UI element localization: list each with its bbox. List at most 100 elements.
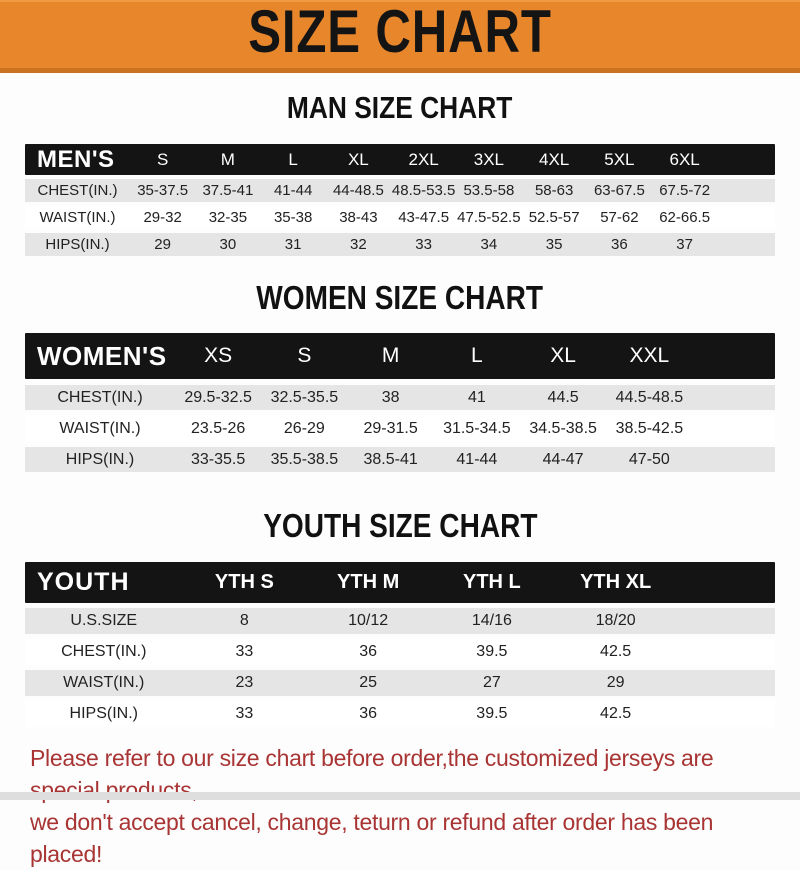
table-header-label: MEN'S (37, 145, 115, 173)
size-value-cell: 58-63 (534, 182, 574, 199)
size-value-cell: 29-31.5 (363, 419, 418, 437)
row-label: WAIST(IN.) (63, 674, 145, 691)
size-value-cell: 25 (359, 674, 378, 691)
size-column-header: YTH M (337, 571, 400, 593)
size-value-cell: 62-66.5 (659, 209, 711, 226)
size-value-cell: 41-44 (273, 182, 313, 199)
men-section-heading: MAN SIZE CHART (0, 90, 800, 126)
size-column-header: 4XL (539, 149, 570, 169)
size-column-header: S (297, 344, 312, 367)
women-section-heading: WOMEN SIZE CHART (0, 279, 800, 317)
size-value-cell: 29 (154, 236, 171, 253)
row-label: HIPS(IN.) (69, 705, 138, 722)
size-value-cell: 47-50 (628, 450, 670, 468)
size-column-header: 2XL (408, 149, 439, 169)
size-value-cell: 42.5 (600, 705, 632, 722)
youth-section-heading-text: YOUTH SIZE CHART (262, 507, 538, 544)
size-value-cell: 8 (239, 612, 249, 629)
table-row: WAIST(IN.) 23 25 27 29 (25, 670, 775, 696)
size-value-cell: 36 (359, 643, 378, 660)
row-label: CHEST(IN.) (57, 388, 143, 406)
table-row: CHEST(IN.) 29.5-32.5 32.5-35.5 38 41 44.5 44.5… (25, 385, 775, 410)
table-row: U.S.SIZE 8 10/12 14/16 18/20 (25, 608, 775, 634)
size-value-cell: 35 (545, 236, 563, 253)
size-value-cell: 31.5-34.5 (443, 419, 511, 437)
size-value-cell: 53.5-58 (463, 182, 515, 199)
table-header-row: YOUTH YTH S YTH M YTH L YTH XL (25, 562, 775, 603)
size-value-cell: 42.5 (600, 643, 632, 660)
size-value-cell: 32 (350, 236, 367, 253)
table-row: CHEST(IN.) 33 36 39.5 42.5 (25, 639, 775, 665)
row-label: HIPS(IN.) (65, 450, 135, 468)
size-value-cell: 32.5-35.5 (270, 388, 339, 406)
size-column-header: XS (204, 344, 233, 367)
women-section-heading-text: WOMEN SIZE CHART (256, 279, 544, 316)
size-value-cell: 37 (676, 236, 693, 253)
size-value-cell: 33 (235, 705, 254, 722)
size-column-header: YTH XL (580, 571, 652, 593)
size-column-header: XL (347, 149, 369, 169)
size-value-cell: 38 (381, 388, 400, 406)
size-value-cell: 31 (284, 236, 302, 253)
size-value-cell: 35-38 (273, 209, 313, 226)
banner-title: SIZE CHART (248, 0, 552, 65)
size-value-cell: 35-37.5 (137, 182, 189, 199)
table-header-row: MEN'S S M L XL 2XL 3XL 4XL 5XL 6XL (25, 144, 775, 175)
size-value-cell: 29-32 (143, 209, 182, 226)
row-label: CHEST(IN.) (61, 643, 147, 660)
table-header-label: YOUTH (37, 568, 130, 596)
row-label: U.S.SIZE (70, 612, 138, 629)
size-value-cell: 52.5-57 (528, 209, 580, 226)
size-value-cell: 33 (235, 643, 254, 660)
men-size-table: MEN'S S M L XL 2XL 3XL 4XL 5XL 6XL CHEST(IN.) 35-37… (25, 144, 775, 256)
size-column-header: M (220, 149, 235, 169)
row-label: HIPS(IN.) (45, 236, 110, 253)
size-value-cell: 38.5-42.5 (615, 419, 684, 437)
table-header-label: WOMEN'S (37, 340, 167, 371)
size-value-cell: 29 (606, 674, 625, 691)
size-value-cell: 44-48.5 (332, 182, 384, 199)
size-value-cell: 48.5-53.5 (391, 182, 456, 199)
size-value-cell: 37.5-41 (202, 182, 254, 199)
women-size-table: WOMEN'S XS S M L XL XXL CHEST(IN.) 29.5-32.5 32.5… (25, 333, 775, 472)
size-value-cell: 47.5-52.5 (457, 209, 521, 226)
size-value-cell: 23.5-26 (190, 419, 246, 437)
row-label: CHEST(IN.) (37, 182, 118, 199)
size-value-cell: 33-35.5 (190, 450, 246, 468)
size-value-cell: 44.5 (547, 388, 579, 406)
size-value-cell: 39.5 (476, 705, 508, 722)
size-value-cell: 34 (480, 236, 498, 253)
size-value-cell: 36 (359, 705, 378, 722)
size-value-cell: 39.5 (476, 643, 508, 660)
size-value-cell: 44.5-48.5 (615, 388, 684, 406)
size-value-cell: 14/16 (471, 612, 512, 629)
disclaimer-line-1: Please refer to our size chart before or… (30, 745, 714, 803)
size-column-header: XXL (629, 344, 670, 367)
row-label: WAIST(IN.) (59, 419, 141, 437)
size-value-cell: 23 (235, 674, 254, 691)
size-value-cell: 36 (611, 236, 628, 253)
size-column-header: M (381, 344, 400, 367)
size-column-header: S (156, 149, 169, 169)
size-value-cell: 26-29 (283, 419, 325, 437)
size-value-cell: 44-47 (542, 450, 584, 468)
size-column-header: YTH L (462, 571, 521, 593)
size-value-cell: 33 (415, 236, 432, 253)
size-value-cell: 43-47.5 (398, 209, 450, 226)
row-label: WAIST(IN.) (39, 209, 116, 226)
size-column-header: 5XL (604, 149, 635, 169)
youth-size-table: YOUTH YTH S YTH M YTH L YTH XL U.S.SIZE 8 10/12… (25, 562, 775, 727)
size-value-cell: 18/20 (595, 612, 636, 629)
size-value-cell: 38-43 (339, 209, 378, 226)
table-row: CHEST(IN.) 35-37.5 37.5-41 41-44 44-48.5 48.5… (25, 179, 775, 202)
size-value-cell: 30 (219, 236, 237, 253)
size-value-cell: 29.5-32.5 (184, 388, 252, 406)
size-column-header: XL (550, 344, 576, 367)
table-row: HIPS(IN.) 33 36 39.5 42.5 (25, 701, 775, 727)
size-value-cell: 67.5-72 (659, 182, 711, 199)
size-value-cell: 27 (482, 674, 501, 691)
size-value-cell: 32-35 (208, 209, 248, 226)
size-value-cell: 41-44 (456, 450, 498, 468)
table-row: HIPS(IN.) 29 30 31 32 33 34 35 36 37 (25, 233, 775, 256)
table-row: HIPS(IN.) 33-35.5 35.5-38.5 38.5-41 41-44 44-… (25, 447, 775, 472)
